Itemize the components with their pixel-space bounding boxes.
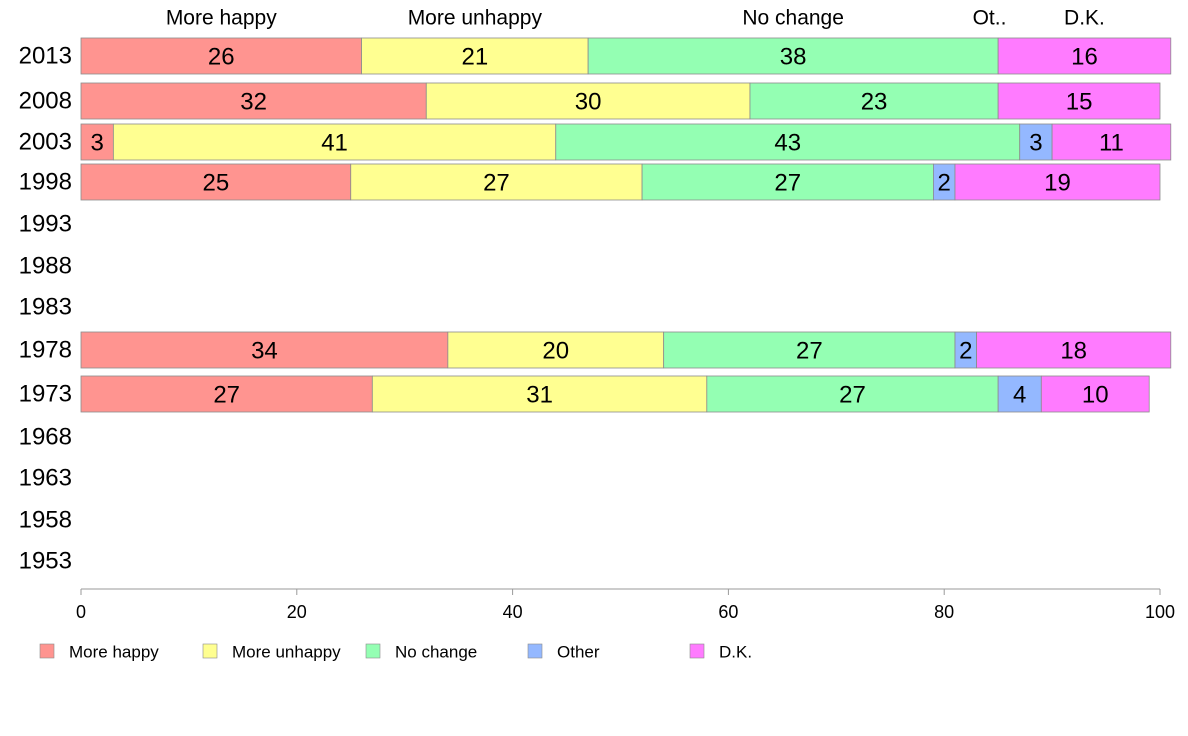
legend-swatch-other — [527, 643, 543, 659]
data-label-2003-more-unhappy: 41 — [321, 130, 348, 157]
year-label-1983: 1983 — [19, 294, 72, 321]
legend-label-more-happy: More happy — [69, 643, 159, 662]
data-label-1998-more-happy: 25 — [203, 170, 230, 197]
legend-label-no-change: No change — [395, 643, 477, 662]
year-label-1998: 1998 — [19, 169, 72, 196]
year-label-2013: 2013 — [19, 43, 72, 70]
legend-swatch-more-happy — [39, 643, 55, 659]
legend-label-other: Other — [557, 643, 600, 662]
year-label-1978: 1978 — [19, 337, 72, 364]
legend-swatch-more-unhappy — [202, 643, 218, 659]
legend-swatch-d-k — [689, 643, 705, 659]
column-header-no-change: No change — [742, 7, 844, 30]
data-label-1973-other: 4 — [1013, 382, 1026, 409]
data-label-1973-d-k: 10 — [1082, 382, 1109, 409]
bar-1978-more-unhappy — [447, 331, 665, 369]
year-label-1968: 1968 — [19, 424, 72, 451]
data-label-2008-no-change: 23 — [861, 89, 888, 116]
x-tick-label-20: 20 — [287, 602, 307, 622]
data-label-2013-more-happy: 26 — [208, 44, 235, 71]
bar-2003-d-k — [1051, 123, 1172, 161]
year-label-2003: 2003 — [19, 129, 72, 156]
data-label-1998-no-change: 27 — [774, 170, 801, 197]
data-label-2008-more-unhappy: 30 — [575, 89, 602, 116]
data-label-1973-no-change: 27 — [839, 382, 866, 409]
bar-1998-no-change — [641, 163, 934, 201]
data-label-1978-no-change: 27 — [796, 338, 823, 365]
data-label-2013-d-k: 16 — [1071, 44, 1098, 71]
column-header-more-unhappy: More unhappy — [408, 7, 543, 30]
bar-1998-d-k — [954, 163, 1161, 201]
data-label-1978-more-unhappy: 20 — [542, 338, 569, 365]
bar-2003-more-unhappy — [112, 123, 557, 161]
legend-swatch-no-change — [365, 643, 381, 659]
x-tick-label-40: 40 — [503, 602, 523, 622]
data-label-2003-d-k: 11 — [1099, 130, 1124, 157]
column-header-ot: Ot.. — [973, 7, 1007, 30]
year-label-2008: 2008 — [19, 88, 72, 115]
year-label-1973: 1973 — [19, 381, 72, 408]
data-label-2013-no-change: 38 — [780, 44, 807, 71]
data-label-2013-more-unhappy: 21 — [461, 44, 488, 71]
bar-1978-no-change — [663, 331, 956, 369]
bar-2003-other — [1019, 123, 1053, 161]
x-tick-label-80: 80 — [934, 602, 954, 622]
year-label-1953: 1953 — [19, 548, 72, 575]
bar-1973-no-change — [706, 375, 999, 413]
bar-1978-more-happy — [80, 331, 449, 369]
data-label-1998-other: 2 — [938, 170, 951, 197]
bar-2008-d-k — [997, 82, 1161, 120]
data-label-1978-other: 2 — [959, 338, 972, 365]
data-label-2003-other: 3 — [1029, 130, 1042, 157]
bar-2013-more-unhappy — [361, 37, 589, 75]
year-label-1958: 1958 — [19, 507, 72, 534]
data-label-2008-d-k: 15 — [1066, 89, 1093, 116]
x-tick-label-60: 60 — [718, 602, 738, 622]
data-label-2008-more-happy: 32 — [240, 89, 267, 116]
year-label-1963: 1963 — [19, 465, 72, 492]
data-label-2003-no-change: 43 — [774, 130, 801, 157]
bar-2013-d-k — [997, 37, 1172, 75]
year-label-1988: 1988 — [19, 253, 72, 280]
column-header-d-k: D.K. — [1064, 7, 1105, 30]
bar-2003-more-happy — [80, 123, 114, 161]
legend-label-d-k: D.K. — [719, 643, 752, 662]
bar-2008-more-unhappy — [425, 82, 751, 120]
data-label-1998-more-unhappy: 27 — [483, 170, 510, 197]
bar-2013-more-happy — [80, 37, 362, 75]
bar-2008-no-change — [749, 82, 999, 120]
data-label-2003-more-happy: 3 — [91, 130, 104, 157]
bar-1973-d-k — [1040, 375, 1150, 413]
data-label-1978-d-k: 18 — [1060, 338, 1087, 365]
x-tick-label-100: 100 — [1145, 602, 1175, 622]
column-header-more-happy: More happy — [166, 7, 277, 30]
legend-label-more-unhappy: More unhappy — [232, 643, 341, 662]
data-label-1973-more-happy: 27 — [213, 382, 240, 409]
bar-1978-d-k — [976, 331, 1172, 369]
bar-1998-more-happy — [80, 163, 352, 201]
bar-2013-no-change — [587, 37, 999, 75]
data-label-1978-more-happy: 34 — [251, 338, 278, 365]
year-label-1993: 1993 — [19, 211, 72, 238]
bar-1973-more-unhappy — [371, 375, 708, 413]
bar-2008-more-happy — [80, 82, 427, 120]
data-label-1973-more-unhappy: 31 — [526, 382, 553, 409]
data-label-1998-d-k: 19 — [1044, 170, 1071, 197]
x-tick-label-0: 0 — [76, 602, 86, 622]
